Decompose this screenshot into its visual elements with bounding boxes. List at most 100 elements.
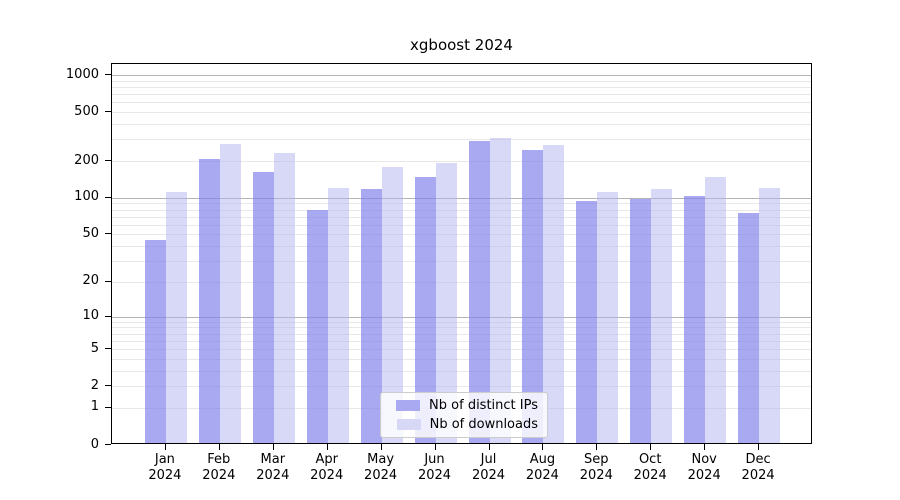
- bar-distinct-ips: [738, 213, 760, 443]
- x-tick-label: May 2024: [364, 452, 398, 483]
- gridline: [112, 246, 811, 248]
- x-axis-tick: [596, 444, 598, 450]
- x-tick-label: Sep 2024: [579, 452, 613, 483]
- x-tick-label: Oct 2024: [633, 452, 667, 483]
- gridline: [112, 139, 811, 141]
- x-tick-label: Jan 2024: [148, 452, 182, 483]
- gridline: [112, 349, 811, 350]
- bar-distinct-ips: [576, 201, 598, 443]
- x-tick-label: Aug 2024: [525, 452, 559, 483]
- bar-distinct-ips: [198, 159, 220, 443]
- bar-downloads: [597, 192, 619, 443]
- y-tick-label: 1000: [65, 66, 99, 82]
- y-axis-tick: [105, 280, 111, 282]
- bar-distinct-ips: [684, 195, 706, 443]
- gridline: [112, 386, 811, 388]
- legend-label: Nb of downloads: [429, 417, 538, 432]
- bar-downloads: [219, 144, 241, 443]
- y-axis-tick: [105, 315, 111, 317]
- x-axis-tick: [218, 444, 220, 450]
- legend-label: Nb of distinct IPs: [429, 398, 538, 413]
- bar-downloads: [651, 188, 673, 443]
- x-axis-tick: [704, 444, 706, 450]
- x-axis-tick: [434, 444, 436, 450]
- bar-downloads: [435, 163, 457, 443]
- legend-item: Nb of distinct IPs: [388, 398, 538, 413]
- x-tick-label: Jun 2024: [417, 452, 452, 483]
- gridline: [112, 224, 811, 226]
- y-tick-label: 500: [74, 103, 99, 119]
- x-axis-tick: [326, 444, 328, 450]
- gridline: [112, 370, 811, 372]
- plot-area: [111, 63, 812, 444]
- x-tick-label: Feb 2024: [202, 452, 236, 483]
- x-axis-tick: [488, 444, 490, 450]
- gridline: [112, 124, 811, 125]
- bar-distinct-ips: [522, 149, 544, 443]
- y-axis-tick: [105, 406, 111, 408]
- bar-distinct-ips: [414, 177, 436, 443]
- y-tick-label: 1: [90, 399, 99, 415]
- gridline: [112, 316, 811, 318]
- y-axis-tick: [105, 348, 111, 349]
- legend: Nb of distinct IPs Nb of downloads: [380, 392, 548, 438]
- bar-distinct-ips: [306, 209, 328, 443]
- bar-downloads: [705, 176, 727, 443]
- gridline: [112, 86, 811, 88]
- gridline: [112, 94, 811, 96]
- y-axis-tick: [105, 233, 111, 235]
- x-axis-tick: [758, 444, 760, 450]
- gridline: [112, 197, 811, 199]
- x-axis-tick: [380, 444, 382, 450]
- y-tick-label: 5: [90, 340, 99, 356]
- y-tick-label: 100: [74, 189, 99, 205]
- y-tick-label: 10: [82, 308, 99, 324]
- x-tick-label: Jul 2024: [471, 452, 506, 483]
- bar-distinct-ips: [252, 172, 274, 443]
- y-axis-tick: [105, 196, 111, 198]
- gridline: [112, 340, 811, 342]
- bar-distinct-ips: [630, 199, 652, 443]
- bar-distinct-ips: [468, 141, 490, 443]
- x-tick-label: Mar 2024: [256, 452, 290, 483]
- gridline: [112, 261, 811, 263]
- x-axis-tick: [650, 444, 652, 450]
- y-axis-tick: [105, 160, 111, 161]
- gridline: [112, 216, 811, 218]
- bar-downloads: [543, 145, 565, 443]
- y-tick-label: 0: [90, 436, 99, 452]
- bar-distinct-ips: [360, 189, 382, 443]
- gridline: [112, 112, 811, 114]
- legend-item: Nb of downloads: [388, 417, 538, 432]
- x-axis-tick: [542, 444, 544, 450]
- y-axis-tick: [105, 74, 111, 75]
- x-axis-tick: [272, 444, 274, 450]
- y-axis-tick: [105, 444, 111, 445]
- gridline: [112, 234, 811, 236]
- downloads-swatch: [396, 419, 421, 430]
- x-axis-tick: [164, 444, 166, 450]
- gridline: [112, 209, 811, 211]
- distinct-ips-swatch: [396, 400, 421, 411]
- bar-downloads: [165, 192, 187, 443]
- gridline: [112, 358, 811, 360]
- x-tick-label: Nov 2024: [687, 452, 721, 483]
- y-tick-label: 200: [74, 152, 99, 168]
- gridline: [112, 75, 811, 76]
- gridline: [112, 80, 811, 82]
- x-tick-label: Dec 2024: [741, 452, 775, 483]
- gridline: [112, 333, 811, 335]
- bar-downloads: [381, 166, 403, 443]
- gridline: [112, 327, 811, 329]
- chart-title: xgboost 2024: [410, 36, 513, 54]
- x-tick-label: Apr 2024: [310, 452, 344, 483]
- bar-downloads: [759, 187, 781, 443]
- y-axis-tick: [105, 111, 111, 113]
- gridline: [112, 102, 811, 104]
- gridline: [112, 281, 811, 283]
- y-tick-label: 2: [90, 377, 99, 393]
- y-tick-label: 50: [82, 225, 99, 241]
- bar-downloads: [489, 137, 511, 443]
- y-tick-label: 20: [82, 273, 99, 289]
